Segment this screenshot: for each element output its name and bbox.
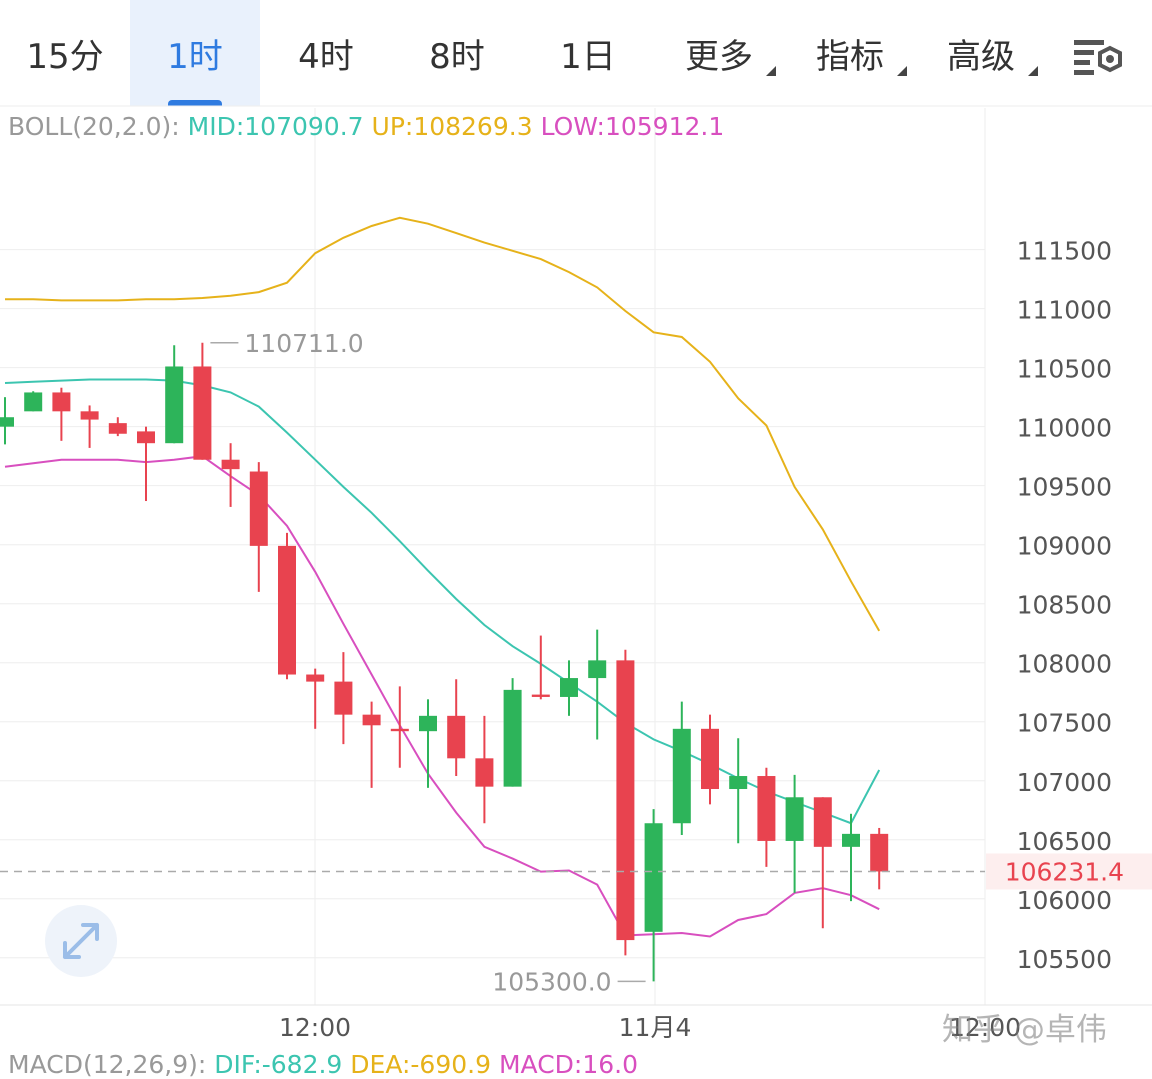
- y-tick-label: 109000: [1017, 532, 1112, 561]
- candle-body: [334, 681, 353, 715]
- candle-body: [419, 715, 437, 732]
- x-tick-label: 12:00: [279, 1013, 351, 1042]
- candle-body: [503, 689, 522, 787]
- candle-body: [278, 545, 296, 675]
- y-tick-label: 110500: [1017, 355, 1112, 384]
- boll-legend: BOLL(20,2.0): MID:107090.7 UP:108269.3 L…: [8, 112, 724, 141]
- candle-body: [80, 411, 99, 420]
- tab-label: 高级: [947, 36, 1015, 77]
- candle-body: [390, 728, 409, 732]
- candle-body: [870, 833, 889, 872]
- tab-3[interactable]: 8时: [392, 0, 522, 106]
- candle-body: [616, 660, 635, 941]
- tab-0[interactable]: 15分: [0, 0, 130, 106]
- y-tick-label: 108500: [1017, 591, 1112, 620]
- expand-arrows-icon[interactable]: [45, 905, 117, 977]
- y-tick-label: 105500: [1017, 945, 1112, 974]
- candle-body: [531, 694, 550, 697]
- candle-body: [52, 392, 71, 412]
- candle-body: [560, 678, 578, 697]
- candle-body: [672, 728, 691, 824]
- high-price-label: 110711.0: [244, 329, 363, 358]
- tab-2[interactable]: 4时: [261, 0, 391, 106]
- x-tick-label: 12:00: [949, 1013, 1021, 1042]
- y-tick-label: 106000: [1017, 886, 1112, 915]
- candle-body: [24, 392, 43, 412]
- current-price-tag: [986, 853, 1152, 890]
- macd-legend: MACD(12,26,9): DIF:-682.9 DEA:-690.9 MAC…: [8, 1050, 638, 1079]
- candle-body: [193, 366, 212, 460]
- boll-up-value: UP:108269.3: [371, 112, 533, 141]
- y-tick-label: 111000: [1017, 296, 1112, 325]
- candle-body: [588, 660, 607, 679]
- candle-body: [221, 459, 240, 470]
- macd-prefix: MACD(12,26,9):: [8, 1050, 207, 1079]
- macd-dea-value: DEA:-690.9: [350, 1050, 492, 1079]
- active-tab-indicator: [168, 100, 222, 106]
- candle-body: [108, 423, 127, 434]
- candle-body: [729, 776, 748, 790]
- candle-body: [306, 674, 325, 682]
- x-tick-label: 11月4: [619, 1013, 692, 1042]
- candle-body: [757, 776, 776, 841]
- tab-6[interactable]: 指标: [785, 0, 915, 106]
- chart-settings-icon[interactable]: [1070, 36, 1126, 80]
- macd-dif-value: DIF:-682.9: [214, 1050, 343, 1079]
- candle-body: [842, 833, 860, 847]
- tab-label: 15分: [26, 36, 104, 77]
- tab-5[interactable]: 更多: [654, 0, 784, 106]
- watermark: 知乎 @卓伟: [942, 1012, 1107, 1048]
- y-tick-label: 106500: [1017, 827, 1112, 856]
- boll-line-up: [5, 216, 881, 632]
- y-tick-label: 109500: [1017, 473, 1112, 502]
- tab-7[interactable]: 高级: [916, 0, 1046, 106]
- boll-line-low: [4, 455, 880, 938]
- y-tick-label: 111500: [1017, 237, 1112, 266]
- current-price-label: 106231.4: [1005, 857, 1124, 886]
- boll-low-value: LOW:105912.1: [540, 112, 725, 141]
- dropdown-caret-icon: [766, 66, 776, 76]
- dropdown-caret-icon: [897, 66, 907, 76]
- interval-tab-bar: 15分 1时 4时 8时 1日 更多 指标 高级: [0, 0, 1152, 106]
- tab-label: 4时: [298, 36, 354, 77]
- candle-body: [644, 823, 663, 932]
- low-price-label: 105300.0: [492, 967, 611, 996]
- candle-body: [813, 797, 832, 847]
- boll-line-mid: [4, 378, 881, 825]
- y-tick-label: 107000: [1017, 768, 1112, 797]
- tab-label: 1时: [167, 36, 223, 77]
- tab-4[interactable]: 1日: [523, 0, 653, 106]
- candle-body: [447, 715, 466, 759]
- candle-body: [165, 366, 184, 444]
- tab-label: 1日: [560, 36, 616, 77]
- candle-body: [362, 714, 381, 726]
- boll-prefix: BOLL(20,2.0):: [8, 112, 180, 141]
- y-tick-label: 108000: [1017, 650, 1112, 679]
- candle-body: [785, 797, 804, 841]
- y-tick-label: 107500: [1017, 709, 1112, 738]
- tab-label: 更多: [685, 36, 753, 77]
- tab-label: 指标: [816, 36, 884, 77]
- tab-1[interactable]: 1时: [130, 0, 260, 106]
- y-tick-label: 110000: [1017, 414, 1112, 443]
- dropdown-caret-icon: [1028, 66, 1038, 76]
- boll-mid-value: MID:107090.7: [187, 112, 364, 141]
- candle-body: [137, 431, 155, 444]
- candle-body: [701, 728, 719, 790]
- candle-body: [249, 471, 268, 546]
- tab-label: 8时: [429, 36, 485, 77]
- macd-macd-value: MACD:16.0: [498, 1050, 638, 1079]
- candle-body: [475, 758, 494, 787]
- candle-body: [0, 417, 14, 427]
